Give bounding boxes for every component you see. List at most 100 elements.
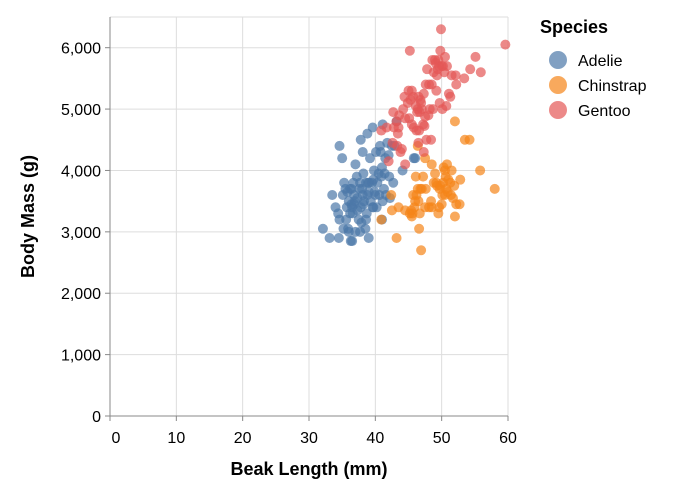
point-adelie [360,223,371,234]
y-tick-label: 6,000 [61,41,101,58]
point-adelie [333,232,344,243]
x-tick-label: 30 [300,430,318,447]
point-adelie [367,122,378,133]
y-tick-label: 0 [92,409,101,426]
point-gentoo [439,51,450,62]
point-adelie [357,147,368,158]
point-adelie [324,232,335,243]
x-tick-label: 60 [499,430,517,447]
point-chinstrap [416,245,427,256]
point-gentoo [393,122,404,133]
point-gentoo [404,45,415,56]
point-chinstrap [449,180,460,191]
point-chinstrap [449,116,460,127]
point-adelie [358,199,369,210]
point-adelie [370,190,381,201]
legend-label-chinstrap: Chinstrap [578,78,647,95]
point-gentoo [423,110,434,121]
legend-swatch-chinstrap [549,76,567,94]
point-gentoo [426,134,437,145]
point-chinstrap [489,183,500,194]
point-chinstrap [439,165,450,176]
point-gentoo [465,64,476,75]
point-gentoo [451,79,462,90]
legend: Species Adelie Chinstrap Gentoo [540,17,647,120]
point-gentoo [500,39,511,50]
legend-title: Species [540,17,608,37]
point-adelie [363,232,374,243]
point-adelie [388,177,399,188]
y-tick-label: 1,000 [61,348,101,365]
x-tick-label: 40 [366,430,384,447]
point-chinstrap [376,214,387,225]
point-chinstrap [420,183,431,194]
point-adelie [410,153,421,164]
point-gentoo [416,104,427,115]
legend-swatch-gentoo [549,101,567,119]
y-axis-title: Body Mass (g) [18,155,38,278]
point-chinstrap [391,232,402,243]
point-adelie [368,202,379,213]
point-gentoo [470,51,481,62]
point-adelie [342,186,353,197]
point-adelie [361,214,372,225]
x-tick-label: 20 [234,430,252,447]
point-adelie [358,168,369,179]
point-adelie [334,140,345,151]
point-gentoo [400,159,411,170]
point-chinstrap [449,211,460,222]
point-chinstrap [436,199,447,210]
point-adelie [317,223,328,234]
point-adelie [365,153,376,164]
point-gentoo [419,120,430,131]
axes: 0 10 20 30 40 50 60 0 1,000 2,000 3,000 4,000 5,000 6… [61,17,517,447]
point-chinstrap [464,134,475,145]
point-adelie [347,236,358,247]
x-axis-title: Beak Length (mm) [230,459,387,479]
point-chinstrap [475,165,486,176]
point-adelie [370,147,381,158]
point-gentoo [381,122,392,133]
y-tick-label: 3,000 [61,225,101,242]
point-gentoo [395,147,406,158]
point-gentoo [441,61,452,72]
point-chinstrap [426,159,437,170]
point-chinstrap [426,202,437,213]
y-tick-label: 2,000 [61,286,101,303]
point-gentoo [459,73,470,84]
point-gentoo [398,104,409,115]
point-chinstrap [430,168,441,179]
point-gentoo [436,24,447,35]
x-tick-label: 10 [167,430,185,447]
point-chinstrap [414,223,425,234]
point-chinstrap [455,174,466,185]
y-tick-label: 4,000 [61,163,101,180]
point-gentoo [431,85,442,96]
point-gentoo [450,70,461,81]
point-chinstrap [454,199,465,210]
legend-swatch-adelie [549,51,567,69]
point-gentoo [418,147,429,158]
point-adelie [355,134,366,145]
legend-label-adelie: Adelie [578,53,623,70]
data-points [317,24,511,256]
point-gentoo [445,91,456,102]
point-gentoo [434,97,445,108]
point-gentoo [413,137,424,148]
point-chinstrap [386,190,397,201]
y-tick-label: 5,000 [61,102,101,119]
point-gentoo [418,88,429,99]
point-gentoo [475,67,486,78]
point-chinstrap [410,171,421,182]
point-adelie [350,159,361,170]
legend-label-gentoo: Gentoo [578,103,631,120]
point-chinstrap [418,171,429,182]
point-gentoo [406,85,417,96]
x-tick-label: 50 [433,430,451,447]
point-gentoo [383,156,394,167]
point-adelie [327,190,338,201]
point-chinstrap [413,196,424,207]
point-adelie [349,199,360,210]
point-adelie [337,153,348,164]
